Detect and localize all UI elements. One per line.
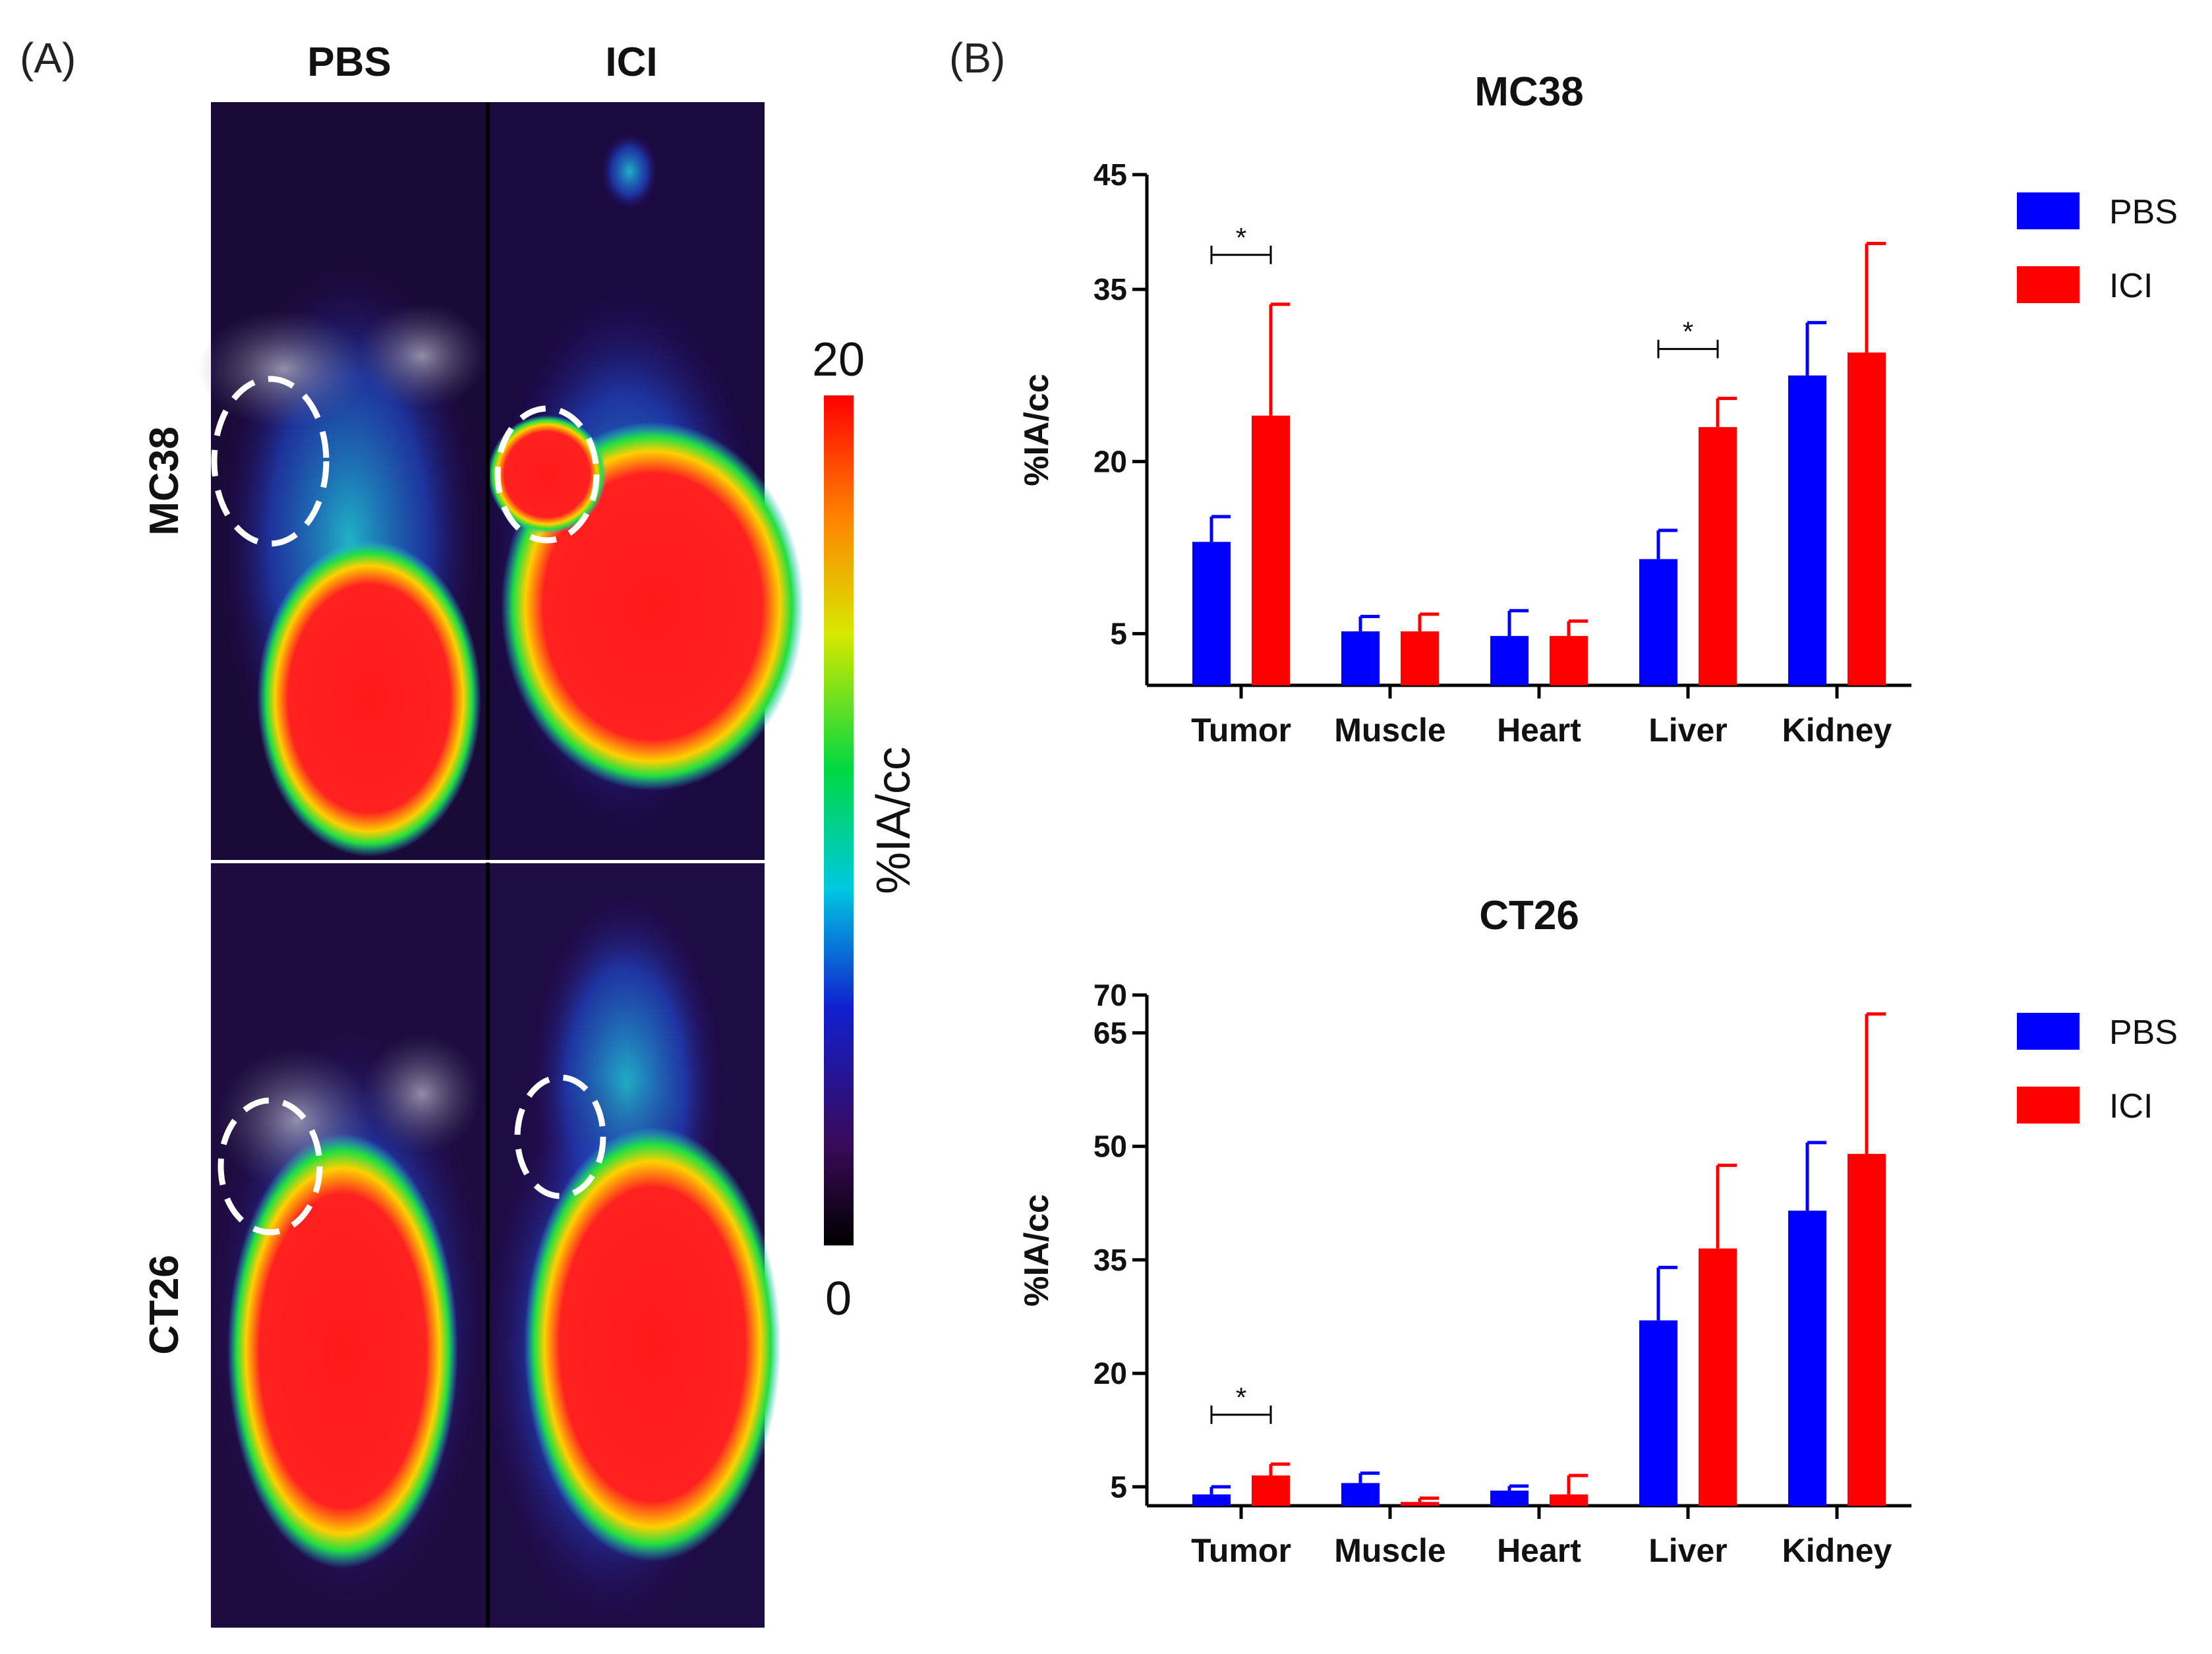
bar-pbs [1788,1211,1826,1506]
significance-marker: * [1236,222,1246,253]
legend-label-pbs: PBS [2109,193,2178,231]
bar-pbs [1639,559,1677,685]
y-axis-title: %IA/cc [1018,1194,1056,1307]
category-label: Heart [1497,1532,1581,1569]
y-tick-label: 5 [1110,1469,1127,1504]
bar-pbs [1639,1320,1677,1506]
colorbar-max-label: 20 [812,333,865,386]
legend-swatch-pbs [2017,1013,2080,1050]
y-tick-label: 35 [1093,272,1127,306]
y-tick-label: 45 [1093,157,1127,192]
category-label: Muscle [1334,1532,1446,1569]
category-label: Kidney [1782,1532,1892,1569]
significance-marker: * [1236,1382,1246,1413]
y-tick-label: 20 [1093,1356,1127,1390]
tumor-circle [211,376,330,547]
chart-title: MC38 [1474,69,1583,115]
y-axis-title: %IA/cc [1018,374,1056,486]
bar-pbs [1490,1491,1528,1506]
legend-swatch-ici [2017,1087,2080,1124]
bar-ici [1848,352,1886,685]
colorbar-title: %IA/cc [867,747,920,894]
legend-label-ici: ICI [2109,1087,2153,1126]
y-tick-label: 5 [1110,617,1127,651]
colorbar-min-label: 0 [825,1272,852,1325]
category-label: Heart [1497,712,1581,749]
bar-ici [1699,427,1737,685]
bar-ici [1848,1154,1886,1506]
pet-image-ct26-pbs [211,863,488,1628]
chart-title: CT26 [1479,893,1579,938]
bar-pbs [1192,1494,1231,1506]
bar-ici [1401,1502,1439,1506]
bar-ici [1550,636,1588,685]
category-label: Liver [1648,1532,1728,1569]
y-tick-label: 65 [1093,1015,1127,1050]
panel-a-label: (A) [20,34,76,82]
pet-image-mc38-ici [488,102,804,860]
bar-pbs [1192,542,1231,685]
y-tick-label: 20 [1093,444,1127,478]
legend-label-pbs: PBS [2109,1013,2178,1052]
category-label: Muscle [1334,712,1446,749]
bar-ici [1401,631,1439,685]
y-tick-label: 50 [1093,1129,1127,1164]
tumor-circle [494,405,600,544]
category-label: Liver [1648,712,1728,749]
panel-b-label: (B) [949,34,1005,82]
category-label: Tumor [1191,712,1291,749]
column-label-pbs: PBS [307,40,391,85]
legend-label-ici: ICI [2109,267,2153,305]
row-label-mc38: MC38 [142,426,187,535]
legend-swatch-ici [2017,266,2080,303]
chart-mc38: MC38 5 20 35 45 %IA/cc Tumor Muscle Heart Liver Ki… [1018,69,2178,749]
y-tick-label: 70 [1093,978,1127,1012]
bar-ici [1252,1475,1290,1506]
tumor-circle [514,1074,606,1199]
tumor-circle [218,1097,323,1236]
bar-ici [1252,415,1290,685]
colorbar [824,395,854,1245]
column-label-ici: ICI [605,40,657,85]
y-tick-label: 35 [1093,1243,1127,1277]
bar-pbs [1490,636,1528,685]
bar-pbs [1788,375,1826,685]
bar-ici [1699,1248,1737,1506]
legend-swatch-pbs [2017,192,2080,229]
bar-pbs [1341,1483,1380,1506]
row-label-ct26: CT26 [142,1255,187,1355]
bar-ici [1550,1494,1588,1506]
pet-image-mc38-pbs [198,102,488,860]
significance-marker: * [1683,316,1693,347]
category-label: Kidney [1782,712,1892,749]
pet-image-ct26-ici [481,863,781,1628]
category-label: Tumor [1191,1532,1291,1569]
bar-pbs [1341,631,1380,685]
